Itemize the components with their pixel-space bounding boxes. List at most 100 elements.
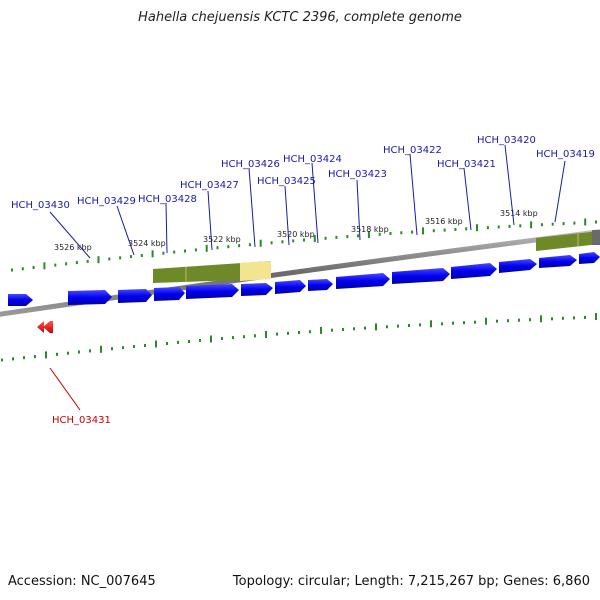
tick-minor [353,327,355,331]
tick-minor [177,340,179,344]
tick-minor [276,332,278,336]
gene-arrow[interactable] [539,255,577,268]
gene-label[interactable]: HCH_03424 [283,154,342,165]
gene-arrow[interactable] [451,263,497,279]
tick-minor [309,330,311,334]
tick-minor [119,256,122,260]
gene-label[interactable]: HCH_03419 [536,149,595,160]
feature-band-right [536,230,600,251]
tick-minor [496,319,498,323]
gene-arrow[interactable] [241,283,273,296]
tick-minor [342,328,344,331]
tick-minor [65,262,68,266]
tick-minor [254,334,256,338]
tick-minor [184,249,186,253]
tick-minor [335,235,338,239]
tick-minor [508,224,511,228]
tick-minor [56,352,58,356]
gene-label[interactable]: HCH_03421 [437,159,496,170]
gene-arrow[interactable] [308,279,333,291]
gene-arrow[interactable] [186,284,239,299]
scale-label: 3518 kbp [351,225,389,234]
tick-major [540,315,542,323]
gene-arrow[interactable] [275,280,306,294]
gene-label[interactable]: HCH_03420 [477,135,536,146]
tick-minor [507,319,509,323]
summary-footer: Topology: circular; Length: 7,215,267 bp… [232,574,590,589]
gene-label[interactable]: HCH_03427 [180,180,239,191]
tick-major [259,239,262,247]
tick-minor [486,226,489,230]
tick-minor [540,223,543,227]
tick-minor [551,222,554,226]
gene-label[interactable]: HCH_03430 [11,200,70,211]
gene-label[interactable]: HCH_03422 [383,145,442,156]
gene-arrow[interactable] [499,259,537,273]
gene-label[interactable]: HCH_03423 [328,169,387,180]
tick-minor [144,344,146,347]
tick-major [97,256,100,264]
scale-label: 3516 kbp [425,217,463,226]
tick-major [43,262,46,270]
forward-genes [8,252,600,306]
tick-minor [573,221,576,225]
tick-major [205,244,208,252]
tick-minor [188,340,190,343]
tick-minor [441,322,443,326]
tick-minor [454,227,457,231]
gene-label[interactable]: HCH_03428 [138,194,197,205]
tick-minor [67,351,69,355]
gene-arrow[interactable] [336,273,390,289]
tick-minor [474,320,476,324]
tick-minor [519,224,522,228]
tick-minor [11,268,13,272]
scale-label: 3524 kbp [128,239,166,248]
tick-major [265,331,267,338]
tick-minor [397,324,399,328]
tick-minor [562,222,565,226]
tick-minor [133,345,135,349]
tick-minor [12,357,14,361]
tick-minor [1,358,3,362]
tick-minor [281,240,284,244]
tick-minor [529,318,531,322]
tick-minor [122,346,124,350]
gene-labels-reverse: HCH_03431 [49,367,111,426]
tick-minor [551,317,553,321]
gene-label[interactable]: HCH_03425 [257,176,316,187]
gene-labels-forward: HCH_03430 HCH_03429 HCH_03428 HCH_03427 … [11,135,595,259]
tick-minor [584,315,586,319]
tick-minor [130,255,132,259]
tick-row-lower [1,313,597,362]
tick-minor [32,266,35,269]
gene-label[interactable]: HCH_03426 [221,159,280,170]
tick-minor [54,263,57,267]
reverse-gene-HCH_03431[interactable] [37,321,53,333]
tick-minor [199,339,201,342]
gene-arrow[interactable] [118,289,152,303]
tick-major [422,227,424,235]
gene-arrow[interactable] [68,290,112,305]
tick-minor [221,337,223,341]
tick-minor [408,324,410,327]
gene-arrow[interactable] [392,268,450,284]
gene-arrow[interactable] [579,252,600,264]
tick-minor [173,250,176,254]
tick-minor [140,254,143,257]
tick-minor [194,248,197,252]
tick-major [367,231,370,238]
gene-label[interactable]: HCH_03429 [77,196,136,207]
tick-minor [386,325,388,329]
tick-minor [111,347,113,351]
tick-minor [23,356,25,360]
gene-arrow[interactable] [8,294,33,306]
gene-arrow[interactable] [154,287,185,301]
tick-minor [166,342,168,345]
tick-major [485,317,487,325]
tick-minor [243,335,245,339]
gene-label[interactable]: HCH_03431 [52,415,111,426]
scale-label: 3526 kbp [54,243,92,252]
tick-major [313,235,316,243]
tick-minor [389,232,392,235]
tick-minor [378,232,381,236]
